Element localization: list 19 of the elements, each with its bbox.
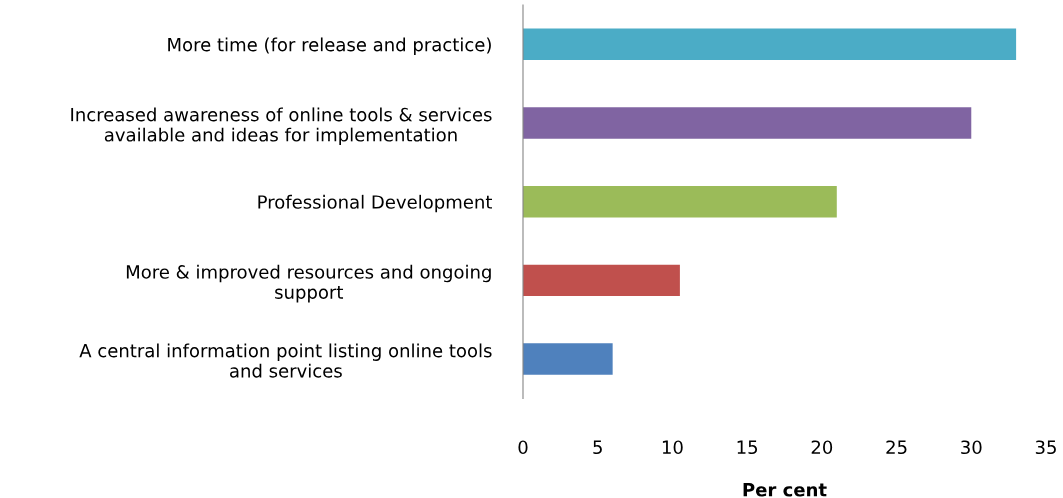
bar — [523, 28, 1017, 61]
x-tick-label: 5 — [593, 440, 602, 455]
bar — [523, 185, 837, 218]
x-tick-label: 15 — [737, 440, 758, 455]
x-tick-label: 20 — [811, 440, 833, 455]
x-tick-label: 0 — [518, 440, 528, 455]
bar — [523, 107, 972, 139]
x-axis-title: Per cent — [743, 483, 827, 497]
y-tick-label: More time (for release and practice) — [168, 37, 491, 55]
x-tick-label: 35 — [1035, 440, 1056, 455]
bar — [523, 343, 613, 375]
x-tick-label: 10 — [662, 440, 683, 455]
y-tick-label: A central information point listing online tools and services — [79, 343, 492, 378]
x-tick-label: 30 — [961, 440, 982, 455]
bar — [523, 264, 680, 297]
y-tick-label: More & improved resources and ongoing support — [126, 264, 491, 303]
y-tick-label: Increased awareness of online tools & services available and ideas for implementation — [71, 107, 492, 146]
y-tick-label: Professional Development — [258, 194, 493, 213]
x-tick-label: 25 — [886, 440, 907, 455]
